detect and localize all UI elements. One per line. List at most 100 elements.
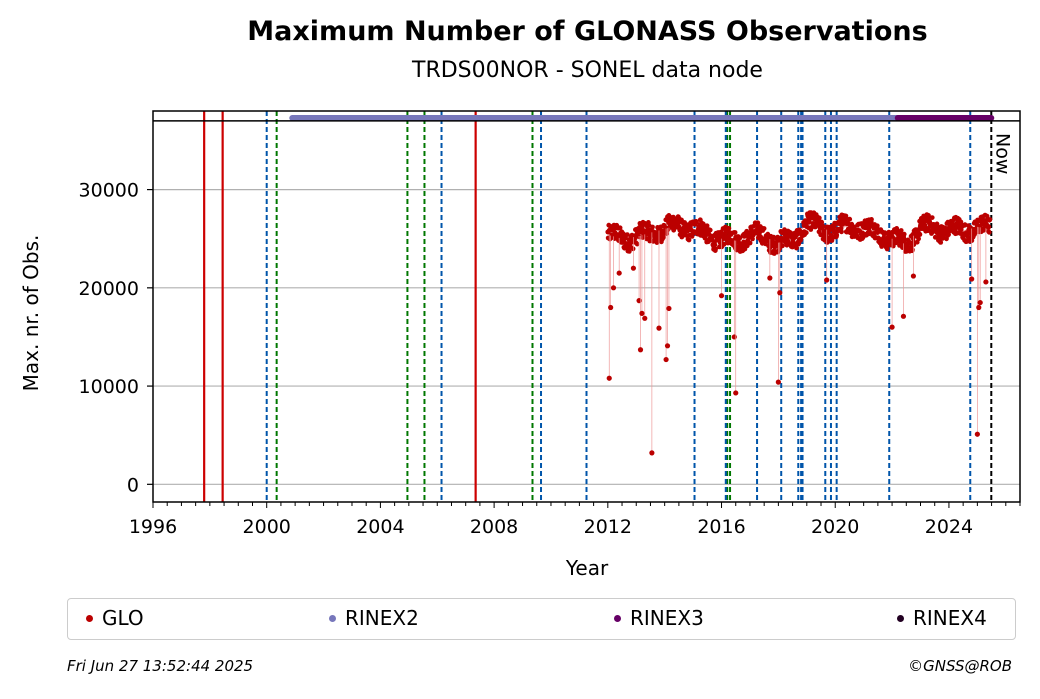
glo-outlier-point	[767, 275, 773, 281]
glo-outlier-point	[824, 277, 830, 283]
glo-point	[901, 231, 907, 237]
legend-label: RINEX2	[345, 606, 419, 630]
glo-point	[938, 240, 944, 245]
glo-outlier-point	[616, 270, 622, 276]
x-tick-label: 2020	[811, 516, 859, 538]
glo-point	[626, 249, 632, 254]
glo-point	[661, 234, 666, 240]
x-tick-label: 2008	[470, 516, 518, 538]
glo-outlier-point	[718, 293, 725, 299]
glo-point	[884, 246, 890, 252]
glo-outlier-point	[656, 325, 662, 331]
glo-outlier-point	[608, 304, 614, 311]
glo-point	[707, 227, 713, 233]
x-tick-label: 2012	[584, 516, 632, 538]
glo-outlier-point	[630, 265, 637, 271]
glo-point	[650, 224, 655, 230]
chart-title: Maximum Number of GLONASS Observations	[247, 16, 928, 47]
glo-outlier-point	[637, 347, 644, 353]
glo-point	[839, 229, 844, 235]
glo-outlier-point	[664, 343, 671, 349]
event-lines	[203, 111, 993, 502]
glo-outlier-point	[636, 298, 642, 304]
glo-outlier-point	[910, 273, 917, 279]
glo-point	[987, 217, 993, 222]
glo-point	[898, 228, 904, 233]
glo-outlier-point	[969, 276, 975, 282]
glo-point	[750, 236, 755, 242]
glo-point	[986, 229, 992, 235]
glo-point	[634, 241, 640, 247]
glo-point	[780, 243, 785, 249]
x-tick-label: 2016	[697, 516, 745, 538]
glo-point	[958, 219, 964, 225]
glo-point	[686, 237, 692, 243]
axes: 0 10000 20000 30000 1996 2000 2004 2008 2012 2016…	[79, 110, 1021, 538]
glo-point	[712, 242, 718, 248]
glo-point	[654, 240, 660, 246]
glo-outlier-point	[606, 375, 612, 381]
glo-point	[874, 223, 880, 229]
glo-point	[755, 220, 761, 226]
glo-outlier-point	[733, 390, 739, 396]
glo-point	[683, 232, 689, 238]
glo-outlier-point	[983, 279, 989, 285]
data-points	[605, 210, 993, 456]
glo-point	[886, 229, 892, 235]
glo-point	[694, 219, 699, 225]
legend-label: RINEX3	[630, 606, 704, 630]
rinex3-marker-icon	[614, 614, 621, 622]
glo-point	[794, 245, 799, 251]
glo-point	[732, 230, 738, 235]
timestamp: Fri Jun 27 13:52:44 2025	[67, 657, 254, 675]
plot-frame	[152, 110, 1021, 503]
glo-outlier-point	[642, 315, 648, 321]
glo-outlier-point	[639, 310, 645, 316]
glo-point	[847, 216, 853, 222]
chart-subtitle: TRDS00NOR - SONEL data node	[412, 58, 763, 83]
glo-outlier-point	[666, 305, 672, 312]
legend-label: RINEX4	[913, 606, 987, 630]
y-tick-label: 10000	[79, 376, 139, 398]
glo-marker-icon	[86, 614, 93, 622]
glo-point	[820, 224, 826, 229]
glo-point	[803, 230, 809, 236]
glo-point	[700, 221, 706, 227]
glo-point	[910, 247, 915, 253]
glo-outlier-point	[889, 324, 895, 330]
glo-point	[816, 215, 822, 221]
glo-outlier-point	[610, 285, 617, 291]
legend-label: GLO	[102, 606, 144, 630]
glo-outlier-point	[731, 334, 737, 340]
legend-item-glo: GLO	[86, 606, 144, 630]
glo-outlier-point	[976, 304, 982, 311]
glo-point	[926, 213, 931, 218]
glo-point	[869, 217, 874, 222]
glo-outlier-point	[777, 290, 783, 296]
glo-point	[917, 232, 923, 237]
glo-point	[834, 232, 840, 238]
glo-point	[807, 219, 812, 225]
y-tick-label: 20000	[79, 278, 139, 300]
legend-item-rinex3: RINEX3	[614, 606, 704, 630]
glo-outlier-point	[900, 313, 907, 319]
glo-point	[911, 242, 917, 248]
glo-point	[986, 224, 992, 230]
rinex2-marker-icon	[329, 614, 336, 622]
glo-outlier-point	[977, 299, 983, 306]
x-tick-label: 2024	[925, 516, 973, 538]
glo-point	[902, 237, 907, 243]
glo-point	[713, 246, 718, 252]
y-tick-label: 0	[127, 474, 139, 496]
glo-point	[624, 232, 630, 238]
glo-point	[747, 240, 753, 246]
glo-point	[916, 236, 921, 242]
x-tick-label: 2000	[243, 516, 291, 538]
glo-outlier-point	[663, 356, 669, 363]
glo-point	[726, 226, 732, 231]
x-tick-label: 1996	[129, 516, 177, 538]
y-tick-label: 30000	[79, 180, 139, 202]
x-axis-label: Year	[565, 556, 609, 580]
x-tick-label: 2004	[356, 516, 404, 538]
glo-point	[867, 229, 872, 234]
